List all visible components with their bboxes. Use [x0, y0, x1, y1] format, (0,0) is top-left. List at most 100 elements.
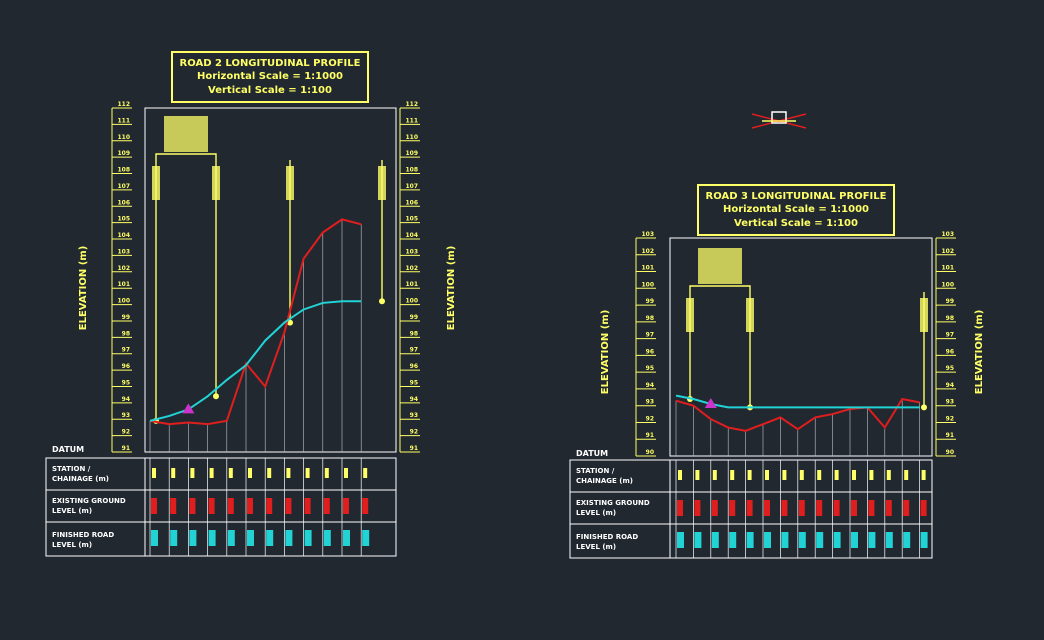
road3-tick-label: 99: [946, 298, 954, 305]
road2-tick-label: 108: [405, 167, 418, 174]
road2-datum-label: DATUM: [52, 445, 84, 454]
road2-tick-label: 100: [405, 298, 418, 305]
road3-finished-unit: LEVEL (m): [576, 543, 616, 551]
road3-tick-label: 100: [941, 281, 954, 288]
road3-road-level-value: [746, 532, 754, 548]
road3-station-value: [712, 470, 717, 480]
road3-curve-annotation: [698, 248, 742, 284]
road3-chainage-label: CHAINAGE (m): [576, 477, 633, 485]
road3-ground-level-value: [677, 500, 683, 516]
road2-tick-label: 94: [122, 396, 130, 403]
road3-ground-level-value: [868, 500, 875, 516]
road3-band-table: [569, 459, 933, 559]
road2-tick-label: 91: [122, 445, 130, 452]
road2-title-block: ROAD 2 LONGITUDINAL PROFILE Horizontal S…: [171, 51, 369, 103]
road3-ground-level-value: [694, 500, 701, 516]
road2-station-value: [363, 468, 368, 478]
road2-curve-bracket: [155, 153, 217, 160]
road2-station-value: [344, 468, 348, 478]
road2-tick-label: 98: [410, 330, 418, 337]
road2-ground-level-value: [208, 498, 215, 514]
road3-ground-level-value: [851, 500, 857, 516]
road2-tick-label: 102: [405, 265, 418, 272]
road3-tick-label: 95: [946, 365, 954, 372]
road2-tick-label: 94: [410, 396, 418, 403]
road3-station-value: [921, 470, 926, 480]
road3-tick-label: 97: [646, 332, 654, 339]
road3-tick-label: 97: [946, 332, 954, 339]
road2-tick-label: 110: [117, 134, 130, 141]
road3-tick-label: 92: [646, 415, 654, 422]
road3-plot-frame: [669, 237, 933, 457]
road3-road-level-value: [729, 532, 737, 548]
road3-finished-label: FINISHED ROAD: [576, 533, 638, 541]
road2-road-level-value: [362, 530, 370, 546]
road2-station-value: [267, 468, 272, 478]
road2-road-level-value: [189, 530, 197, 546]
road3-tick-label: 96: [646, 348, 654, 355]
road2-tick-label: 95: [410, 379, 418, 386]
road3-tick-label: 92: [946, 415, 954, 422]
road2-road-level-value: [170, 530, 178, 546]
road3-tick-label: 101: [641, 265, 654, 272]
road2-station-value: [286, 468, 291, 478]
road2-tick-label: 103: [117, 248, 130, 255]
road3-ground-level-value: [764, 500, 770, 516]
road3-station-value: [782, 470, 787, 480]
road3-station-value: [817, 470, 822, 480]
road2-tick-label: 99: [122, 314, 130, 321]
road2-tick-label: 100: [117, 298, 130, 305]
road3-elevation-label-right: ELEVATION (m): [974, 310, 985, 395]
road2-h-scale: Horizontal Scale = 1:1000: [197, 71, 343, 82]
road2-vip-point: [213, 393, 219, 400]
road2-tick-label: 107: [405, 183, 418, 190]
road3-road-level-value: [833, 532, 841, 548]
road3-ground-level-value: [833, 500, 840, 516]
road2-station-value: [152, 468, 156, 478]
road3-ground-level-value: [903, 500, 910, 516]
road2-tick-label: 106: [405, 199, 418, 206]
road2-ground-level-value: [362, 498, 369, 514]
road3-ground-level-value: [885, 500, 892, 516]
road2-road-level-value: [285, 530, 293, 546]
road2-existing-label: EXISTING GROUND: [52, 497, 126, 505]
road3-tick-label: 98: [646, 315, 654, 322]
road2-vip-point: [379, 298, 385, 305]
road3-vip-label-block: [686, 298, 694, 332]
road2-tick-label: 112: [405, 101, 418, 108]
road2-vip-label-block: [152, 166, 160, 200]
road3-road-level-value: [851, 532, 858, 548]
road2-road-level-value: [343, 530, 350, 546]
road2-chainage-label: CHAINAGE (m): [52, 475, 109, 483]
road3-station-value: [747, 470, 752, 480]
road2-tick-label: 101: [117, 281, 130, 288]
road3-ground-level-value: [816, 500, 823, 516]
viewcube-icon[interactable]: [751, 111, 807, 129]
road3-tick-label: 93: [946, 399, 954, 406]
road3-h-scale: Horizontal Scale = 1:1000: [723, 204, 869, 215]
road3-title-block: ROAD 3 LONGITUDINAL PROFILE Horizontal S…: [697, 184, 895, 236]
road3-tick-label: 94: [646, 382, 654, 389]
road2-ground-level-value: [227, 498, 234, 514]
road2-ground-level-value: [323, 498, 330, 514]
road2-tick-label: 92: [410, 429, 418, 436]
road3-station-label: STATION /: [576, 467, 615, 475]
road3-station-value: [834, 470, 839, 480]
road2-finished-road-line: [149, 300, 362, 422]
road2-tick-label: 107: [117, 183, 130, 190]
road3-road-level-value: [677, 532, 684, 548]
road2-tick-label: 109: [117, 150, 130, 157]
road3-road-level-value: [816, 532, 824, 548]
road2-station-value: [190, 468, 195, 478]
road3-tick-label: 94: [946, 382, 954, 389]
road2-ground-level-value: [343, 498, 349, 514]
road2-ground-level-value: [266, 498, 273, 514]
road2-vip-label-block: [212, 166, 220, 200]
road3-ground-level-value: [729, 500, 736, 516]
road2-title: ROAD 2 LONGITUDINAL PROFILE: [180, 58, 361, 69]
road3-tick-label: 98: [946, 315, 954, 322]
road2-tick-label: 91: [410, 445, 418, 452]
road3-road-level-value: [920, 532, 928, 548]
road2-road-level-value: [323, 530, 331, 546]
